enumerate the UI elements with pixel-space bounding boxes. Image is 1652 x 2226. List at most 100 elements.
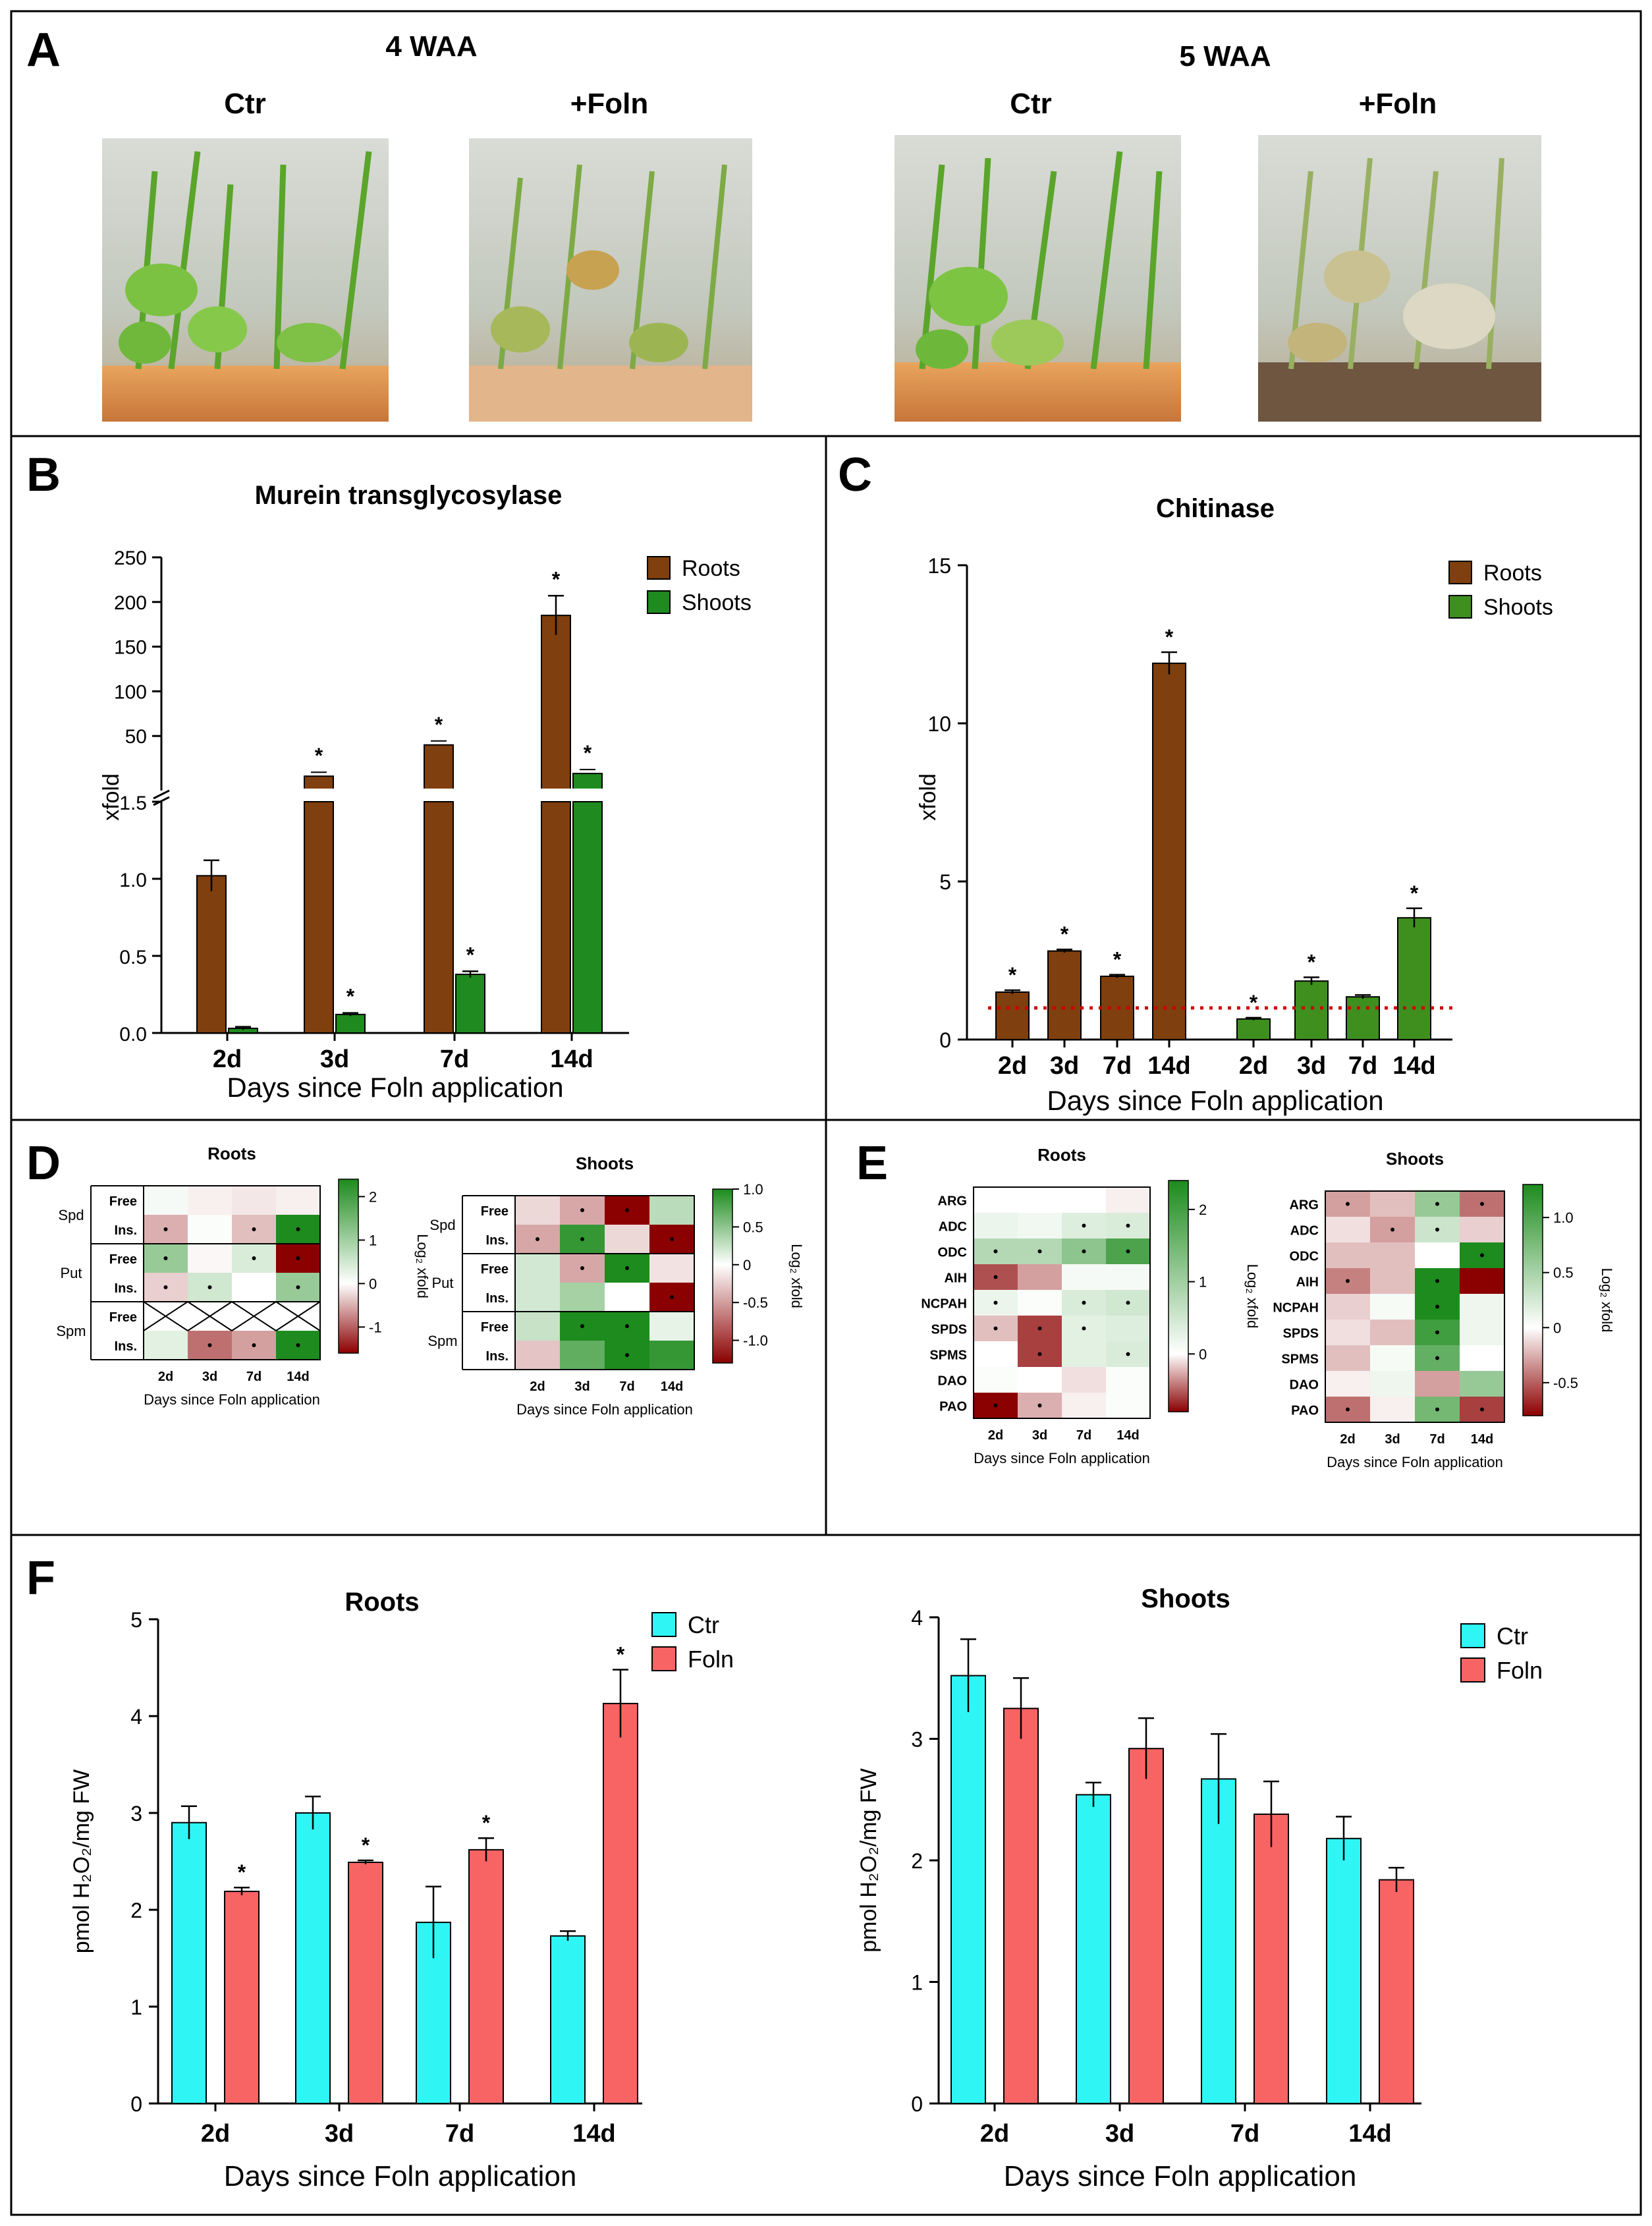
heatmap-sig-dot bbox=[1390, 1227, 1394, 1232]
bar-roots-3d bbox=[1047, 950, 1082, 1040]
heatmap-cell bbox=[1062, 1367, 1106, 1393]
y-tick-label: 0 bbox=[130, 2092, 142, 2116]
heatmap-border bbox=[973, 1186, 1151, 1419]
photo-5waa-ctr bbox=[895, 135, 1181, 422]
y-tick-label: 1.5 bbox=[119, 793, 147, 814]
chart-title-C: Chitinase bbox=[1156, 494, 1275, 523]
panel-label-e: E bbox=[856, 1137, 888, 1190]
colorbar-tick-label: 2 bbox=[1199, 1202, 1207, 1218]
heatmap-cell bbox=[1370, 1191, 1415, 1217]
colorbar-tick-label: 0 bbox=[1553, 1320, 1561, 1336]
significance-star: * bbox=[1113, 948, 1122, 972]
significance-star: * bbox=[435, 713, 443, 737]
heatmap-sig-dot bbox=[1480, 1253, 1484, 1258]
heatmap-x-label: Days since Foln application bbox=[974, 1450, 1150, 1466]
bar-foln-2d bbox=[1003, 1708, 1039, 2104]
heatmap-sig-dot bbox=[1346, 1407, 1350, 1412]
heatmap-sig-dot bbox=[625, 1353, 629, 1357]
axis-break-mark-1 bbox=[153, 789, 170, 800]
heatmap-cell bbox=[188, 1215, 232, 1244]
y-tick-label: 5 bbox=[130, 1608, 142, 1632]
heatmap-sig-dot bbox=[993, 1275, 998, 1279]
x-axis-label: Days since Foln application bbox=[227, 1072, 563, 1103]
legend-swatch-ctr bbox=[651, 1612, 676, 1637]
bar-shoots-14d bbox=[1397, 917, 1431, 1040]
heatmap-sig-dot bbox=[252, 1343, 256, 1347]
significance-star: * bbox=[466, 943, 475, 966]
heatmap-border bbox=[1325, 1190, 1505, 1423]
heatmap-cell bbox=[232, 1186, 276, 1215]
heatmap-sig-dot bbox=[1037, 1326, 1042, 1331]
heatmap-cell bbox=[649, 1254, 694, 1283]
heatmap-group-label-spm: Spm bbox=[56, 1323, 86, 1339]
heatmap-sig-dot bbox=[580, 1266, 584, 1270]
heatmap-group-label-spm: Spm bbox=[427, 1333, 457, 1349]
heatmap-cell bbox=[974, 1341, 1018, 1367]
x-tick-label-14d: 14d bbox=[572, 2120, 615, 2148]
x-tick-label-3d: 3d bbox=[1050, 1052, 1079, 1080]
heatmap-sig-dot bbox=[1126, 1352, 1130, 1356]
colorbar-tick-label: -1 bbox=[369, 1319, 382, 1335]
y-tick-label: 0.5 bbox=[119, 947, 147, 968]
bar-foln-7d bbox=[468, 1849, 504, 2105]
significance-star: * bbox=[1165, 625, 1174, 649]
x-tick-label-7d: 7d bbox=[445, 2120, 474, 2148]
heatmap-cell bbox=[1460, 1268, 1504, 1294]
colorbar-tick-label: 0 bbox=[743, 1257, 751, 1273]
heatmap-sig-dot bbox=[1082, 1300, 1086, 1305]
x-tick-label-14d: 14d bbox=[550, 1045, 593, 1073]
significance-star: * bbox=[584, 741, 592, 765]
heatmap-sig-dot bbox=[670, 1237, 674, 1241]
heatmap-cell bbox=[1370, 1371, 1415, 1397]
bar-roots-3d-upper bbox=[304, 775, 334, 791]
heatmap-cell bbox=[1460, 1294, 1504, 1320]
heatmap-sig-dot bbox=[1346, 1202, 1350, 1206]
bar-roots-2d bbox=[196, 875, 227, 1034]
y-tick-label: 5 bbox=[939, 870, 951, 894]
bar-shoots-3d bbox=[1294, 980, 1329, 1040]
heatmap-sig-dot bbox=[1037, 1403, 1042, 1408]
heatmap-cell bbox=[1370, 1294, 1415, 1320]
heatmap-cell bbox=[232, 1273, 276, 1302]
heatmap-sig-dot bbox=[1435, 1407, 1439, 1412]
heatmap-sig-dot bbox=[1346, 1279, 1350, 1283]
colorbar-tick-label: 1 bbox=[1199, 1274, 1207, 1291]
heatmap-sig-dot bbox=[1480, 1202, 1484, 1206]
heatmap-col-label-3d: 3d bbox=[202, 1370, 217, 1384]
heatmap-sig-dot bbox=[625, 1208, 629, 1212]
heatmap-sig-dot bbox=[1435, 1330, 1439, 1335]
panel-frames bbox=[10, 10, 1642, 2216]
heatmap-row-label: SPMS bbox=[1281, 1352, 1319, 1367]
heatmap-sig-dot bbox=[1435, 1227, 1439, 1232]
bar-roots-7d-upper bbox=[424, 744, 454, 792]
heatmap-cell bbox=[974, 1187, 1018, 1213]
bar-roots-3d-lower bbox=[304, 801, 334, 1034]
heatmap-cell bbox=[515, 1283, 560, 1312]
colorbar-label: Log₂ xfold bbox=[1599, 1268, 1615, 1333]
heatmap-group-label-put: Put bbox=[431, 1275, 453, 1291]
heatmap-row-label: ODC bbox=[938, 1246, 967, 1260]
heatmap-row-label: NCPAH bbox=[1273, 1301, 1319, 1316]
bar-ctr-2d bbox=[171, 1822, 207, 2104]
heatmap-cell bbox=[1370, 1268, 1415, 1294]
y-axis-label: xfold bbox=[99, 773, 124, 821]
bar-foln-7d bbox=[1253, 1813, 1289, 2104]
y-axis-label-F-roots: pmol H₂O₂/mg FW bbox=[69, 1769, 94, 1954]
colorbar-tick-label: 0 bbox=[1199, 1346, 1207, 1362]
heatmap-cell bbox=[1018, 1187, 1062, 1213]
heatmap-sig-dot bbox=[1435, 1202, 1439, 1206]
bar-roots-7d-lower bbox=[424, 801, 454, 1034]
heatmap-row-label: SPDS bbox=[931, 1323, 967, 1337]
colorbar-label: Log₂ xfold bbox=[414, 1234, 431, 1298]
heatmap-cell bbox=[1106, 1367, 1150, 1393]
significance-star: * bbox=[362, 1833, 370, 1857]
heatmap-sig-dot bbox=[163, 1227, 168, 1231]
heatmap-row-label: AIH bbox=[1296, 1275, 1319, 1290]
group-title-4waa: 4 WAA bbox=[385, 30, 477, 63]
heatmap-row-label: AIH bbox=[945, 1271, 967, 1286]
y-tick-label: 250 bbox=[114, 547, 147, 569]
panel-label-a: A bbox=[26, 24, 61, 76]
bar-ctr-3d bbox=[1076, 1794, 1111, 2105]
colorbar-tick-label: 1.0 bbox=[743, 1181, 763, 1198]
heatmap-sig-dot bbox=[163, 1285, 168, 1289]
